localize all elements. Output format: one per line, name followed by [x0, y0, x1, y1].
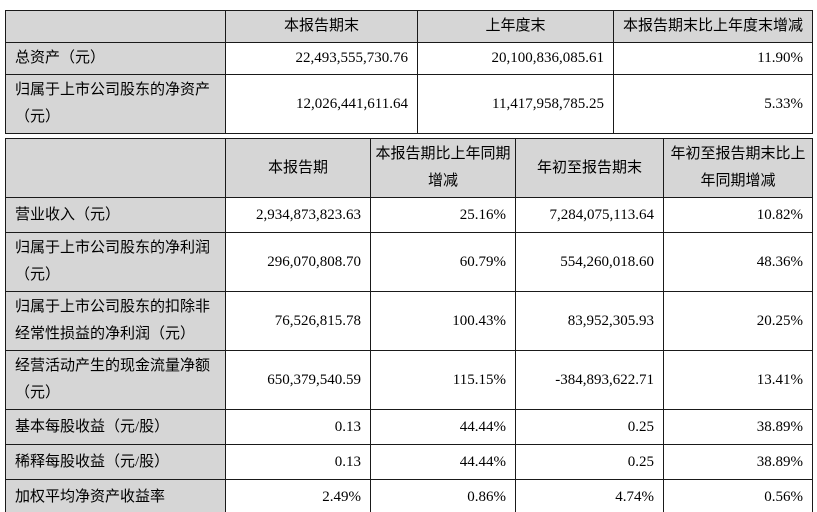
row-label: 归属于上市公司股东的净资产（元） [5, 74, 226, 134]
value-cell: 22,493,555,730.76 [225, 42, 418, 75]
row-label: 加权平均净资产收益率 [5, 479, 226, 512]
table-row: 归属于上市公司股东的净利润（元） 296,070,808.70 60.79% 5… [5, 232, 813, 292]
value-cell: 48.36% [663, 232, 813, 292]
value-cell: 554,260,018.60 [515, 232, 664, 292]
header-cell-current-period-end: 本报告期末 [225, 10, 418, 43]
value-cell: 5.33% [613, 74, 813, 134]
value-cell: 38.89% [663, 444, 813, 480]
row-label: 归属于上市公司股东的净利润（元） [5, 232, 226, 292]
value-cell: 13.41% [663, 350, 813, 410]
value-cell: 20,100,836,085.61 [417, 42, 614, 75]
value-cell: 0.13 [225, 409, 371, 445]
header-cell-change-vs-same-period: 本报告期比上年同期增减 [370, 138, 516, 198]
header-cell-blank [5, 10, 226, 43]
value-cell: 12,026,441,611.64 [225, 74, 418, 134]
row-label: 归属于上市公司股东的扣除非经常性损益的净利润（元） [5, 291, 226, 351]
table-row: 总资产（元） 22,493,555,730.76 20,100,836,085.… [5, 42, 813, 75]
value-cell: 44.44% [370, 444, 516, 480]
header-cell-year-to-date: 年初至报告期末 [515, 138, 664, 198]
value-cell: 650,379,540.59 [225, 350, 371, 410]
row-label: 经营活动产生的现金流量净额（元） [5, 350, 226, 410]
header-cell-current-period: 本报告期 [225, 138, 371, 198]
value-cell: 10.82% [663, 197, 813, 233]
value-cell: 20.25% [663, 291, 813, 351]
table-header-row: 本报告期末 上年度末 本报告期末比上年度末增减 [5, 10, 813, 43]
value-cell: 296,070,808.70 [225, 232, 371, 292]
value-cell: 60.79% [370, 232, 516, 292]
value-cell: 11.90% [613, 42, 813, 75]
value-cell: 100.43% [370, 291, 516, 351]
income-summary-table: 本报告期 本报告期比上年同期增减 年初至报告期末 年初至报告期末比上年同期增减 … [5, 138, 813, 512]
value-cell: 7,284,075,113.64 [515, 197, 664, 233]
table-row: 加权平均净资产收益率 2.49% 0.86% 4.74% 0.56% [5, 479, 813, 512]
value-cell: -384,893,622.71 [515, 350, 664, 410]
value-cell: 0.86% [370, 479, 516, 512]
value-cell: 38.89% [663, 409, 813, 445]
value-cell: 2.49% [225, 479, 371, 512]
row-label: 基本每股收益（元/股） [5, 409, 226, 445]
value-cell: 83,952,305.93 [515, 291, 664, 351]
row-label: 总资产（元） [5, 42, 226, 75]
value-cell: 25.16% [370, 197, 516, 233]
table-row: 基本每股收益（元/股） 0.13 44.44% 0.25 38.89% [5, 409, 813, 445]
value-cell: 4.74% [515, 479, 664, 512]
header-cell-prior-year-end: 上年度末 [417, 10, 614, 43]
header-cell-blank [5, 138, 226, 198]
table-row: 营业收入（元） 2,934,873,823.63 25.16% 7,284,07… [5, 197, 813, 233]
value-cell: 2,934,873,823.63 [225, 197, 371, 233]
value-cell: 0.25 [515, 409, 664, 445]
table-header-row: 本报告期 本报告期比上年同期增减 年初至报告期末 年初至报告期末比上年同期增减 [5, 138, 813, 198]
value-cell: 115.15% [370, 350, 516, 410]
value-cell: 76,526,815.78 [225, 291, 371, 351]
value-cell: 0.13 [225, 444, 371, 480]
value-cell: 0.25 [515, 444, 664, 480]
row-label: 营业收入（元） [5, 197, 226, 233]
table-row: 归属于上市公司股东的净资产（元） 12,026,441,611.64 11,41… [5, 74, 813, 134]
header-cell-change-vs-prior-year-end: 本报告期末比上年度末增减 [613, 10, 813, 43]
value-cell: 0.56% [663, 479, 813, 512]
table-row: 经营活动产生的现金流量净额（元） 650,379,540.59 115.15% … [5, 350, 813, 410]
header-cell-ytd-change-vs-same-period: 年初至报告期末比上年同期增减 [663, 138, 813, 198]
table-row: 归属于上市公司股东的扣除非经常性损益的净利润（元） 76,526,815.78 … [5, 291, 813, 351]
value-cell: 44.44% [370, 409, 516, 445]
row-label: 稀释每股收益（元/股） [5, 444, 226, 480]
table-row: 稀释每股收益（元/股） 0.13 44.44% 0.25 38.89% [5, 444, 813, 480]
value-cell: 11,417,958,785.25 [417, 74, 614, 134]
balance-summary-table: 本报告期末 上年度末 本报告期末比上年度末增减 总资产（元） 22,493,55… [5, 10, 813, 134]
